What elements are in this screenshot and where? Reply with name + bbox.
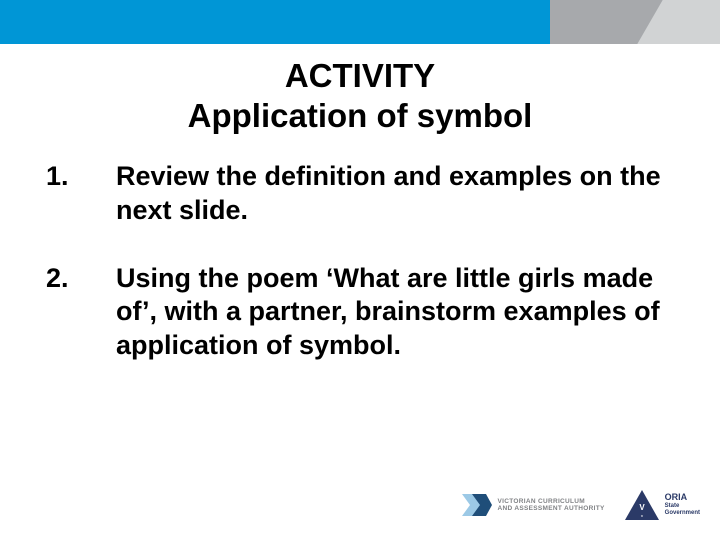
activity-list: 1. Review the definition and examples on… bbox=[46, 160, 666, 397]
victoria-gov-logo: V ★ ORIA State Government bbox=[623, 488, 700, 522]
vcaa-chevron-icon bbox=[462, 494, 492, 516]
list-number: 2. bbox=[46, 262, 116, 363]
list-number: 1. bbox=[46, 160, 116, 228]
victoria-triangle-icon: V ★ bbox=[623, 488, 661, 522]
vcaa-line1: VICTORIAN CURRICULUM bbox=[498, 498, 605, 505]
svg-text:V: V bbox=[639, 503, 645, 512]
list-item: 1. Review the definition and examples on… bbox=[46, 160, 666, 228]
list-text: Using the poem ‘What are little girls ma… bbox=[116, 262, 666, 363]
victoria-sub1: State bbox=[665, 503, 700, 510]
svg-text:★: ★ bbox=[640, 514, 643, 518]
title-line-1: ACTIVITY bbox=[0, 56, 720, 96]
victoria-text: ORIA State Government bbox=[665, 493, 700, 516]
vcaa-text: VICTORIAN CURRICULUM AND ASSESSMENT AUTH… bbox=[498, 498, 605, 513]
victoria-brand: ORIA bbox=[665, 493, 700, 503]
top-banner bbox=[0, 0, 720, 44]
list-item: 2. Using the poem ‘What are little girls… bbox=[46, 262, 666, 363]
title-line-2: Application of symbol bbox=[0, 96, 720, 136]
slide-title: ACTIVITY Application of symbol bbox=[0, 56, 720, 135]
footer-logos: VICTORIAN CURRICULUM AND ASSESSMENT AUTH… bbox=[462, 488, 700, 522]
victoria-sub2: Government bbox=[665, 510, 700, 517]
banner-stripe-blue bbox=[0, 0, 550, 44]
vcaa-line2: AND ASSESSMENT AUTHORITY bbox=[498, 505, 605, 512]
list-text: Review the definition and examples on th… bbox=[116, 160, 666, 228]
vcaa-logo: VICTORIAN CURRICULUM AND ASSESSMENT AUTH… bbox=[462, 494, 605, 516]
